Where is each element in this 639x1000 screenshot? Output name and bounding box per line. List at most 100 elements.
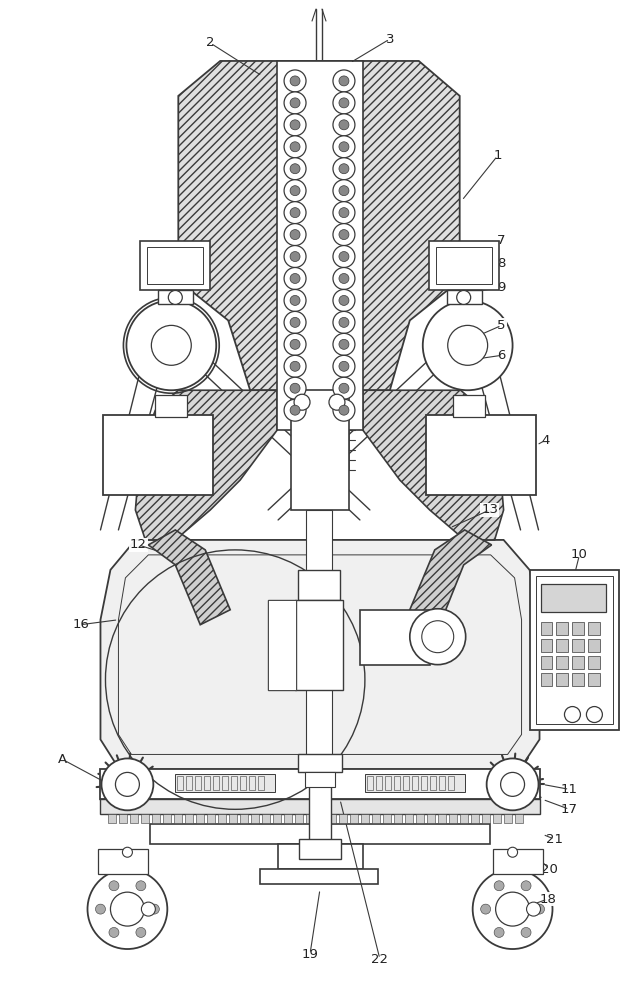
Bar <box>535 576 613 724</box>
Text: 12: 12 <box>130 538 147 551</box>
Text: 22: 22 <box>371 953 389 966</box>
Circle shape <box>284 268 306 289</box>
Circle shape <box>333 289 355 311</box>
Bar <box>185 814 193 823</box>
Text: 19: 19 <box>302 948 318 961</box>
Circle shape <box>527 902 541 916</box>
Bar <box>240 776 246 790</box>
Text: 7: 7 <box>497 234 506 247</box>
Circle shape <box>284 246 306 268</box>
Bar <box>295 600 343 690</box>
Bar <box>141 241 210 290</box>
Circle shape <box>290 273 300 283</box>
Bar <box>514 814 523 823</box>
Bar <box>260 869 378 884</box>
Circle shape <box>339 383 349 393</box>
Circle shape <box>333 333 355 355</box>
Bar <box>430 776 436 790</box>
Circle shape <box>496 892 530 926</box>
Circle shape <box>339 405 349 415</box>
Bar <box>383 814 391 823</box>
Circle shape <box>88 869 167 949</box>
Bar <box>452 395 484 417</box>
Bar <box>119 814 127 823</box>
Circle shape <box>116 772 139 796</box>
Polygon shape <box>148 530 230 625</box>
Circle shape <box>284 289 306 311</box>
Circle shape <box>339 98 349 108</box>
Bar <box>306 814 314 823</box>
Bar <box>360 610 430 665</box>
Bar <box>394 776 400 790</box>
Polygon shape <box>178 61 459 390</box>
Polygon shape <box>410 530 491 625</box>
Bar <box>471 814 479 823</box>
Circle shape <box>151 325 191 365</box>
Bar <box>277 61 363 430</box>
Bar <box>298 754 342 772</box>
Circle shape <box>290 383 300 393</box>
Bar <box>447 290 482 304</box>
Circle shape <box>290 317 300 327</box>
Circle shape <box>95 904 105 914</box>
Circle shape <box>333 158 355 180</box>
Bar <box>541 656 553 669</box>
Bar <box>204 776 210 790</box>
Circle shape <box>339 273 349 283</box>
Text: 2: 2 <box>206 36 215 49</box>
Bar <box>175 774 275 792</box>
Text: 4: 4 <box>541 434 550 447</box>
Bar <box>372 814 380 823</box>
Bar <box>196 814 204 823</box>
Circle shape <box>564 707 580 723</box>
Circle shape <box>587 707 603 723</box>
Circle shape <box>102 758 153 810</box>
Bar <box>436 247 491 284</box>
Bar <box>589 639 601 652</box>
Bar <box>541 622 553 635</box>
Bar <box>299 839 341 859</box>
Bar <box>367 776 373 790</box>
Bar <box>541 673 553 686</box>
Circle shape <box>333 136 355 158</box>
Text: 20: 20 <box>541 863 558 876</box>
Circle shape <box>339 208 349 218</box>
Circle shape <box>290 208 300 218</box>
Circle shape <box>284 202 306 224</box>
Polygon shape <box>363 390 504 540</box>
Bar <box>589 622 601 635</box>
Bar <box>295 814 303 823</box>
Circle shape <box>290 295 300 305</box>
Bar <box>273 814 281 823</box>
Circle shape <box>284 377 306 399</box>
Bar <box>187 776 192 790</box>
Bar <box>589 673 601 686</box>
Circle shape <box>333 70 355 92</box>
Polygon shape <box>135 390 277 540</box>
Bar <box>449 814 457 823</box>
Bar <box>317 814 325 823</box>
Circle shape <box>290 164 300 174</box>
Bar <box>365 774 465 792</box>
Bar <box>493 814 500 823</box>
Text: 8: 8 <box>497 257 506 270</box>
Bar <box>249 776 255 790</box>
Bar <box>557 622 569 635</box>
Bar <box>350 814 358 823</box>
Circle shape <box>333 114 355 136</box>
Bar <box>152 814 160 823</box>
Text: 21: 21 <box>546 833 563 846</box>
Bar <box>557 656 569 669</box>
Circle shape <box>284 311 306 333</box>
Bar <box>177 776 183 790</box>
Circle shape <box>111 892 144 926</box>
Circle shape <box>339 164 349 174</box>
Bar <box>219 814 226 823</box>
Bar <box>385 776 391 790</box>
Bar <box>305 772 335 787</box>
Circle shape <box>500 772 525 796</box>
Bar <box>416 814 424 823</box>
Bar <box>155 395 187 417</box>
Circle shape <box>284 355 306 377</box>
Bar <box>530 570 619 730</box>
